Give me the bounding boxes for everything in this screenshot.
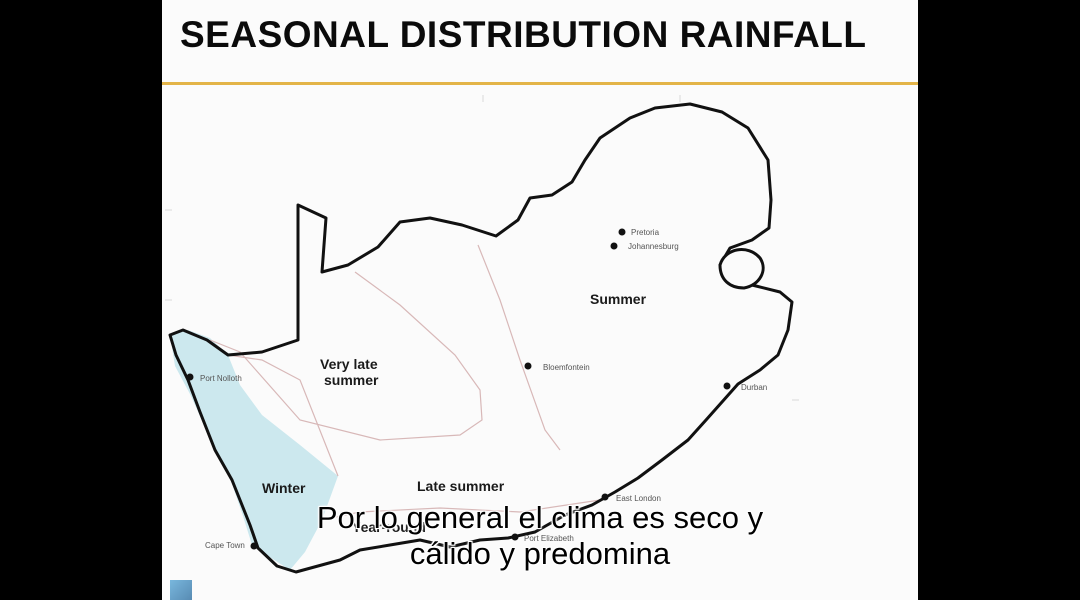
rainfall-map: Pretoria Johannesburg Bloemfontein Durba… — [165, 95, 799, 574]
title-divider — [162, 82, 918, 85]
video-caption: Por lo general el clima es seco y cálido… — [0, 500, 1080, 572]
inner-loop — [718, 248, 765, 290]
region-boundaries — [209, 244, 601, 521]
city-markers — [186, 228, 731, 550]
city-dot-durban — [723, 382, 731, 390]
city-label-bloemfontein: Bloemfontein — [543, 363, 590, 372]
region-label-very-late-summer-1: Very late — [320, 356, 378, 372]
region-label-winter: Winter — [262, 480, 306, 496]
city-dot-pretoria — [618, 228, 626, 236]
map-grid-ticks — [165, 95, 799, 401]
region-label-late-summer: Late summer — [417, 478, 505, 494]
city-label-east-london: East London — [616, 494, 661, 503]
region-label-year-round: Year-round — [352, 519, 426, 535]
caption-line-2: cálido y predomina — [409, 536, 671, 571]
city-dot-bloemfontein — [524, 362, 532, 370]
city-dot-port-elizabeth — [511, 533, 519, 541]
presentation-logo-icon — [170, 580, 192, 600]
city-dot-johannesburg — [610, 242, 618, 250]
region-label-very-late-summer-2: summer — [324, 372, 379, 388]
slide: SEASONAL DISTRIBUTION RAINFALL — [162, 0, 918, 600]
city-dot-cape-town — [250, 542, 258, 550]
region-label-summer: Summer — [590, 291, 647, 307]
city-dot-port-nolloth — [186, 373, 194, 381]
city-dot-east-london — [601, 493, 609, 501]
city-label-johannesburg: Johannesburg — [628, 242, 679, 251]
city-label-port-nolloth: Port Nolloth — [200, 374, 242, 383]
country-outline — [168, 102, 794, 574]
slide-title: SEASONAL DISTRIBUTION RAINFALL — [180, 14, 867, 55]
caption-line-1: Por lo general el clima es seco y — [316, 500, 764, 535]
city-label-port-elizabeth: Port Elizabeth — [524, 534, 574, 543]
city-label-pretoria: Pretoria — [631, 228, 660, 237]
winter-region — [170, 330, 338, 570]
city-label-durban: Durban — [741, 383, 767, 392]
city-label-cape-town: Cape Town — [205, 541, 245, 550]
